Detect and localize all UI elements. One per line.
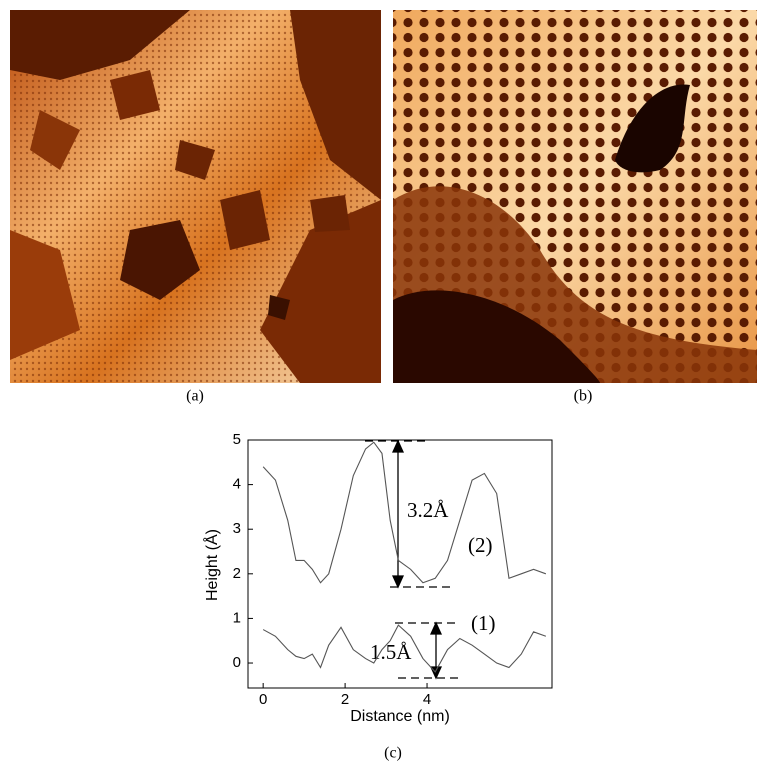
x-tick-label: 2 [341, 691, 349, 708]
line-series [263, 442, 546, 583]
x-axis-label: Distance (nm) [350, 708, 450, 725]
image-b [393, 10, 757, 383]
y-tick-label: 4 [233, 476, 241, 493]
y-tick-label: 0 [233, 654, 241, 671]
annotation: 1.5Å [370, 640, 412, 664]
panel-label: (a) [186, 388, 204, 405]
y-tick-label: 1 [233, 609, 241, 626]
figure: (a) (b) (c) Distance (nm) Height (Å) 3.2… [0, 0, 758, 763]
series-label: (1) [471, 611, 496, 635]
x-tick-label: 4 [423, 691, 431, 708]
panel-label: (c) [384, 745, 402, 762]
panel-label: (b) [574, 388, 593, 405]
y-tick-label: 3 [233, 520, 241, 537]
y-tick-label: 5 [233, 431, 241, 448]
annotation: 3.2Å [407, 498, 449, 522]
x-tick-label: 0 [259, 691, 267, 708]
series-label: (2) [468, 533, 493, 557]
y-tick-label: 2 [233, 565, 241, 582]
image-a [10, 10, 381, 383]
y-axis-label: Height (Å) [202, 529, 221, 601]
